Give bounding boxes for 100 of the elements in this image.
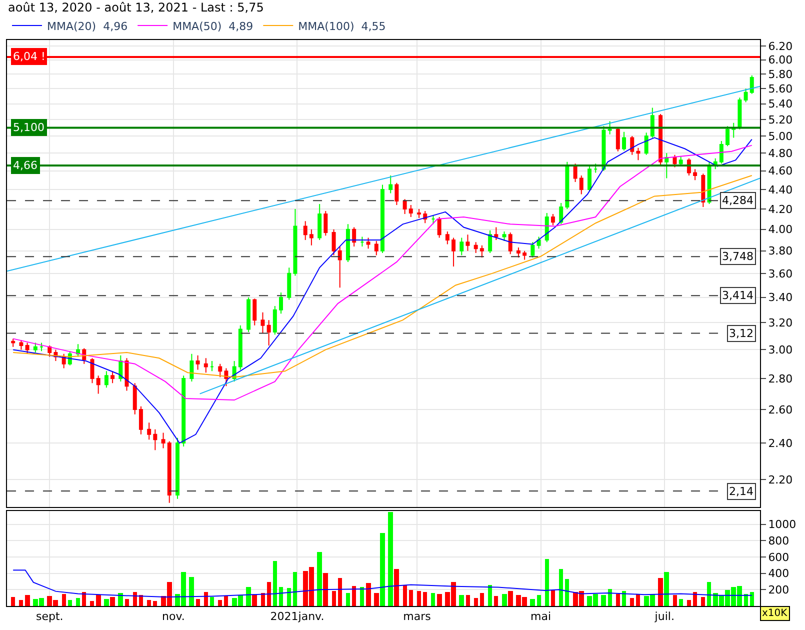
- candlestick: [224, 368, 228, 387]
- y-tick-label: 2.80: [768, 372, 793, 386]
- bar: [388, 512, 393, 606]
- candlestick: [693, 168, 698, 181]
- bar: [403, 584, 407, 606]
- bar: [693, 592, 697, 606]
- bar: [551, 590, 555, 606]
- bar: [537, 594, 541, 606]
- bar: [494, 596, 498, 606]
- bar: [502, 594, 507, 606]
- candlestick: [118, 354, 123, 382]
- bar: [19, 600, 23, 606]
- y-tick-label: 800: [768, 534, 790, 548]
- bar: [261, 592, 265, 606]
- bar: [559, 568, 563, 606]
- bar: [608, 588, 612, 606]
- candlestick: [452, 237, 456, 268]
- candlestick: [318, 204, 322, 240]
- candlestick: [488, 230, 492, 254]
- bar: [147, 600, 151, 606]
- candlestick: [266, 320, 271, 346]
- y-tick-label: 3.60: [768, 267, 793, 280]
- y-axis-title: x10K: [762, 608, 788, 619]
- candlestick: [544, 212, 549, 243]
- bar: [273, 560, 277, 606]
- candlestick: [246, 296, 251, 332]
- ref-line-label: 4,66: [13, 159, 38, 172]
- bar: [707, 582, 711, 606]
- candlestick: [190, 353, 194, 382]
- x-tick-label: 2021janv.: [270, 610, 324, 624]
- bar: [616, 594, 620, 606]
- candlestick: [664, 152, 669, 179]
- candlestick: [536, 236, 541, 250]
- candlestick: [474, 242, 478, 254]
- candlestick: [132, 382, 137, 415]
- candlestick: [153, 428, 158, 451]
- candlestick: [272, 306, 277, 336]
- line-series: [12, 174, 752, 378]
- candlestick: [11, 338, 16, 348]
- candlestick: [394, 182, 399, 206]
- y-tick-label: 200: [768, 584, 790, 597]
- bar: [279, 586, 283, 606]
- candlestick: [161, 432, 166, 449]
- chart-title: août 13, 2020 - août 13, 2021 - Last : 5,75: [8, 0, 264, 15]
- bar: [750, 592, 754, 606]
- bar: [246, 586, 251, 606]
- bar: [125, 598, 129, 606]
- bar: [25, 594, 30, 606]
- bar: [90, 600, 94, 606]
- x-tick-label: mars: [403, 610, 432, 624]
- bar: [104, 598, 109, 606]
- line-series: [12, 144, 752, 401]
- y-tick-label: 5.00: [768, 130, 793, 143]
- bar: [565, 578, 569, 606]
- bar: [545, 558, 549, 606]
- candlestick: [324, 210, 328, 236]
- bar: [431, 592, 435, 606]
- candlestick: [366, 237, 370, 250]
- candlestick: [252, 298, 257, 326]
- candlestick: [374, 240, 378, 256]
- candlestick: [204, 358, 208, 374]
- candlestick: [19, 340, 24, 350]
- bar: [82, 592, 86, 606]
- legend-label: MMA(20) 4,96: [47, 20, 128, 33]
- bar: [196, 598, 200, 606]
- bar: [332, 590, 336, 606]
- ref-line-label: 2,14: [729, 485, 754, 498]
- y-tick-label: 2.60: [768, 403, 793, 416]
- candlestick: [701, 173, 706, 208]
- candlestick: [530, 242, 535, 258]
- bar: [252, 594, 257, 606]
- y-tick-label: 3.40: [768, 291, 793, 304]
- candlestick: [287, 267, 292, 300]
- bar: [218, 600, 222, 606]
- ref-line-label: 6,04 !: [13, 50, 46, 63]
- bar: [338, 578, 342, 606]
- y-tick-label: 4.00: [768, 223, 793, 236]
- bar: [409, 590, 413, 606]
- candlestick: [460, 237, 464, 256]
- candlestick: [279, 292, 283, 314]
- bar: [224, 596, 228, 606]
- bar: [267, 582, 271, 606]
- candlestick: [559, 202, 564, 225]
- candlestick: [332, 228, 336, 256]
- candlestick: [402, 198, 407, 214]
- bar: [701, 596, 705, 606]
- candlestick: [431, 214, 436, 225]
- bar: [139, 594, 143, 606]
- ref-line-label: 3,748: [722, 250, 754, 263]
- y-tick-label: 6.20: [768, 40, 793, 53]
- candlestick: [630, 136, 634, 156]
- candlestick: [726, 126, 730, 147]
- candlestick: [25, 342, 30, 354]
- bar: [658, 578, 663, 606]
- bar: [118, 592, 123, 606]
- candlestick: [650, 107, 654, 138]
- candlestick: [210, 360, 214, 372]
- candlestick: [238, 324, 242, 370]
- candlestick: [608, 120, 612, 135]
- y-tick-label: 3.00: [768, 344, 793, 357]
